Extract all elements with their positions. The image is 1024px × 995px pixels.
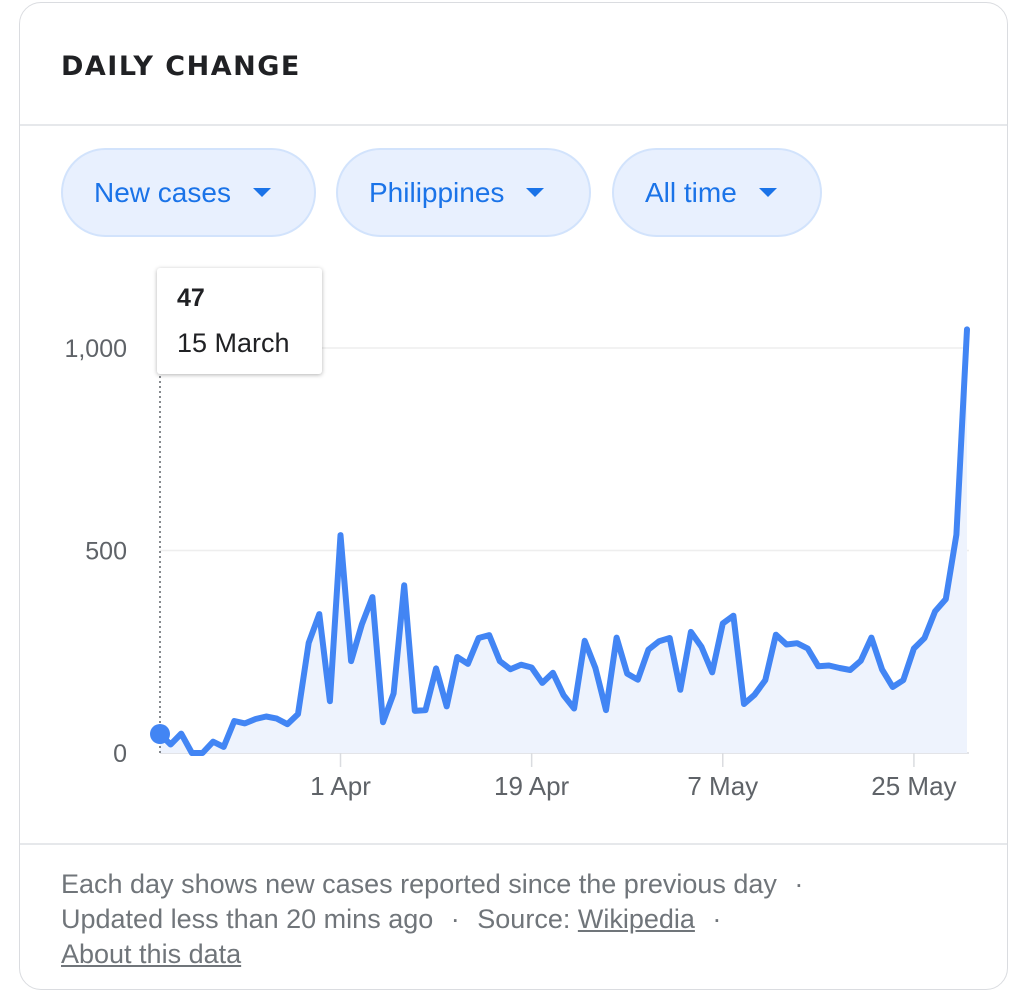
tooltip-date: 15 March — [177, 328, 290, 358]
metric-dropdown-label: New cases — [94, 176, 231, 208]
caret-down-icon — [252, 188, 271, 197]
chart-tooltip: 47 15 March — [157, 268, 322, 374]
wikipedia-link[interactable]: Wikipedia — [577, 904, 695, 934]
daily-cases-chart[interactable]: 0 500 1,000 1 Apr 19 Apr 7 May 25 May — [20, 3, 1008, 843]
footer-divider — [20, 843, 1007, 845]
x-tick-label: 25 May — [871, 771, 956, 801]
tooltip-value: 47 — [177, 284, 205, 312]
footer-updated: Updated less than 20 mins ago — [61, 904, 434, 934]
footer-source-label: Source: — [477, 904, 571, 934]
x-tick-label: 19 Apr — [494, 771, 570, 801]
daily-change-card: DAILY CHANGE New cases Philippines All t… — [19, 2, 1008, 990]
footer: Each day shows new cases reported since … — [61, 867, 991, 972]
highlighted-point[interactable] — [150, 724, 170, 744]
footer-separator: · — [794, 869, 804, 899]
time-range-dropdown-label: All time — [645, 176, 737, 208]
footer-separator: · — [450, 904, 460, 934]
x-tick-label: 1 Apr — [310, 771, 371, 801]
metric-dropdown[interactable]: New cases — [61, 148, 316, 237]
series-area — [160, 329, 967, 753]
x-tick-label: 7 May — [687, 771, 758, 801]
y-tick-label: 1,000 — [64, 335, 127, 363]
about-this-data-link[interactable]: About this data — [61, 939, 242, 969]
footer-description: Each day shows new cases reported since … — [61, 869, 777, 899]
card-title: DAILY CHANGE — [61, 51, 301, 82]
y-tick-label: 0 — [113, 740, 127, 768]
region-dropdown[interactable]: Philippines — [336, 148, 591, 237]
card-header: DAILY CHANGE — [20, 3, 1007, 126]
caret-down-icon — [526, 188, 545, 197]
series-line — [157, 326, 970, 756]
time-range-dropdown[interactable]: All time — [612, 148, 822, 237]
region-dropdown-label: Philippines — [369, 176, 505, 208]
footer-separator: · — [712, 904, 722, 934]
caret-down-icon — [758, 188, 777, 197]
y-tick-label: 500 — [85, 538, 127, 566]
